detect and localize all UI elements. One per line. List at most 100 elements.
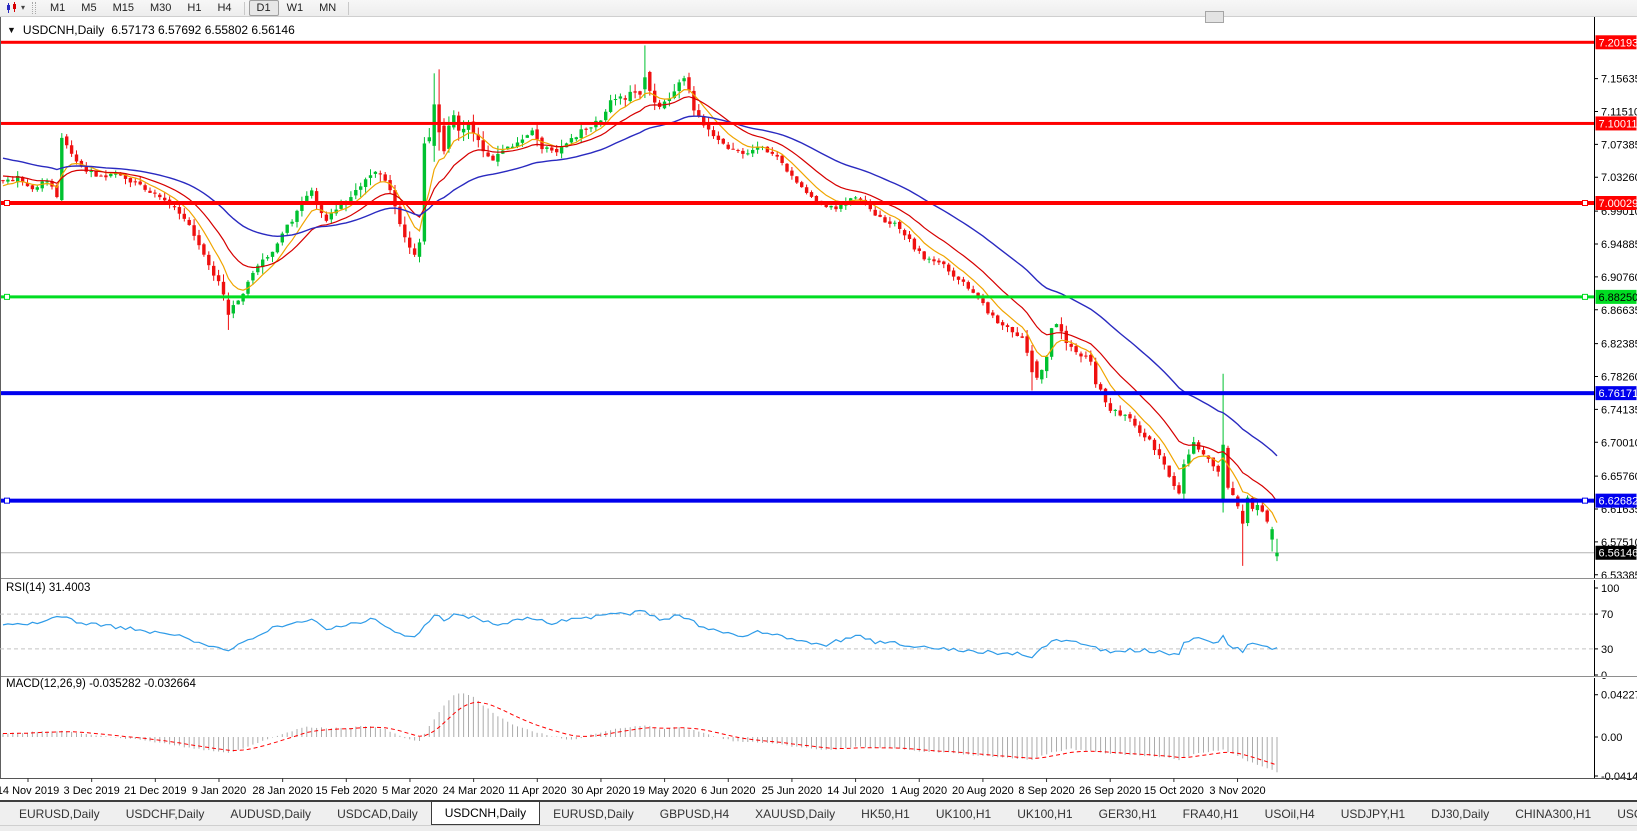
price-tick-label: 6.78260 xyxy=(1601,371,1637,383)
sr-line-handle[interactable] xyxy=(1582,200,1588,206)
date-tick-label: 25 Jun 2020 xyxy=(762,785,823,797)
date-tick-label: 3 Dec 2019 xyxy=(64,785,120,797)
timeframe-button-m1[interactable]: M1 xyxy=(50,2,66,14)
sr-line-6.88250[interactable] xyxy=(0,295,1594,299)
chart-type-button[interactable]: ▾ xyxy=(3,1,28,16)
sr-line-7.10011[interactable] xyxy=(0,121,1594,125)
svg-text:6.62682: 6.62682 xyxy=(1599,496,1637,508)
chart-canvas[interactable]: 7.156357.115107.073857.032606.990106.948… xyxy=(0,17,1637,800)
pane-separator[interactable] xyxy=(0,677,1637,678)
pane-separator[interactable] xyxy=(0,579,1637,580)
sr-line-handle[interactable] xyxy=(4,200,10,206)
window-control-fragment[interactable] xyxy=(1205,11,1224,23)
timeframe-button-h1[interactable]: H1 xyxy=(187,2,202,14)
timeframe-button-mn[interactable]: MN xyxy=(319,2,337,14)
pane-separator xyxy=(0,778,1637,779)
timeframe-button-h4[interactable]: H4 xyxy=(217,2,232,14)
chart-tab-xauusd-daily[interactable]: XAUUSD,Daily xyxy=(755,806,836,821)
sr-line-6.62682[interactable] xyxy=(0,498,1594,503)
timeframe-button-group: M1 M5 M15 M30 H1 H4 D1 W1 MN xyxy=(42,0,353,16)
date-tick-label: 11 Apr 2020 xyxy=(508,785,567,797)
svg-text:7.10011: 7.10011 xyxy=(1599,118,1637,130)
timeframe-button-m5[interactable]: M5 xyxy=(81,2,97,14)
date-tick-label: 19 May 2020 xyxy=(633,785,697,797)
rsi-pane xyxy=(0,609,1594,659)
sr-line-handle[interactable] xyxy=(4,293,10,300)
chart-tab-uk100-h1[interactable]: UK100,H1 xyxy=(1017,806,1073,821)
chart-tab-fra40-h1[interactable]: FRA40,H1 xyxy=(1182,806,1239,821)
chart-tab-audusd-daily[interactable]: AUDUSD,Daily xyxy=(230,806,312,821)
candlestick-chart-icon xyxy=(7,2,16,13)
sr-price-label xyxy=(1595,386,1637,401)
chart-tab-dj30-daily[interactable]: DJ30,Daily xyxy=(1431,806,1490,821)
chart-tab-usdcnh-daily[interactable]: USDCNH,Daily xyxy=(430,800,541,825)
timeframe-button-d1[interactable]: D1 xyxy=(248,0,279,16)
price-axis[interactable]: 7.156357.115107.073857.032606.990106.948… xyxy=(1594,17,1637,783)
date-tick-label: 28 Jan 2020 xyxy=(252,785,313,797)
price-tick-label: 6.74135 xyxy=(1601,404,1637,416)
date-tick-label: 30 Apr 2020 xyxy=(571,785,630,797)
pane-separator[interactable] xyxy=(0,578,1637,579)
price-tick-label: 6.94885 xyxy=(1601,239,1637,251)
rsi-indicator-label: RSI(14) 31.4003 xyxy=(6,582,91,594)
chart-title: ▼ USDCNH,Daily 6.57173 6.57692 6.55802 6… xyxy=(7,23,295,37)
chart-window: 7.15635 7.11510 7.07385 7.03260 6.99010 6.948… xyxy=(0,17,1637,800)
price-tick-label: 7.07385 xyxy=(1601,139,1637,151)
toolbar-grip[interactable] xyxy=(32,2,37,14)
sr-line-handle[interactable] xyxy=(4,497,10,504)
date-axis[interactable]: 14 Nov 2019 3 Dec 2019 21 Dec 2019 9 Jan 20… xyxy=(0,778,1266,797)
chart-tab-eurusd-daily[interactable]: EURUSD,Daily xyxy=(19,806,100,821)
rsi-scale-label: 100 xyxy=(1601,583,1619,595)
macd-scale-label: 0.042275 xyxy=(1601,690,1637,702)
sr-price-label xyxy=(1595,196,1637,210)
pane-separator[interactable] xyxy=(0,676,1637,677)
chart-tab-usdcad-daily[interactable]: USDCAD,Daily xyxy=(337,806,418,821)
collapse-caret-icon[interactable]: ▼ xyxy=(7,25,16,35)
date-tick-label: 6 Jun 2020 xyxy=(701,785,755,797)
price-tick-label: 7.15635 xyxy=(1601,74,1637,86)
chart-tab-hk50-h1[interactable]: HK50,H1 xyxy=(861,806,910,821)
chart-tab-china300-h1[interactable]: CHINA300,H1 xyxy=(1515,806,1592,821)
chart-tab-usoil-h1[interactable]: USOil,H1 xyxy=(1617,806,1637,821)
toolbar-separator xyxy=(243,1,245,15)
date-tick-label: 1 Aug 2020 xyxy=(891,785,947,797)
rsi-line xyxy=(2,609,1278,659)
sr-line-6.76171[interactable] xyxy=(0,391,1594,396)
chart-tab-usdchf-daily[interactable]: USDCHF,Daily xyxy=(125,806,205,821)
sr-price-label xyxy=(1595,493,1637,508)
chart-tab-ger30-h1[interactable]: GER30,H1 xyxy=(1098,806,1157,821)
date-tick-label: 15 Oct 2020 xyxy=(1144,785,1204,797)
chart-tab-usoil-h4[interactable]: USOil,H4 xyxy=(1264,806,1315,821)
dropdown-caret-icon: ▾ xyxy=(21,3,26,12)
date-tick-label: 15 Feb 2020 xyxy=(315,785,377,797)
sr-line-7.00029[interactable] xyxy=(0,201,1594,205)
sr-price-label xyxy=(1595,116,1637,131)
timeframe-button-w1[interactable]: W1 xyxy=(286,2,304,14)
timeframe-button-m30[interactable]: M30 xyxy=(149,2,172,14)
chart-tab-uk100-h1[interactable]: UK100,H1 xyxy=(935,806,992,821)
timeframe-button-m15[interactable]: M15 xyxy=(112,2,134,14)
chart-tab-usdjpy-h1[interactable]: USDJPY,H1 xyxy=(1340,806,1406,821)
date-tick-label: 9 Jan 2020 xyxy=(192,785,246,797)
date-tick-label: 8 Sep 2020 xyxy=(1018,785,1074,797)
date-tick-label: 5 Mar 2020 xyxy=(382,785,438,797)
price-tick-label: 6.65760 xyxy=(1601,471,1637,483)
price-tick-label: 6.82385 xyxy=(1601,339,1637,351)
sr-line-handle[interactable] xyxy=(1582,293,1588,300)
price-tick-label: 6.70010 xyxy=(1601,437,1637,449)
chart-tab-gbpusd-h4[interactable]: GBPUSD,H4 xyxy=(659,806,730,821)
svg-text:6.76171: 6.76171 xyxy=(1599,388,1637,400)
sr-line-handle[interactable] xyxy=(1582,497,1588,504)
price-tick-label: 7.11510 xyxy=(1601,106,1637,118)
ma-line-period-7 xyxy=(2,88,1278,523)
sr-line-7.20193[interactable] xyxy=(0,40,1594,44)
date-tick-label: 3 Nov 2020 xyxy=(1209,785,1265,797)
svg-text:7.00029: 7.00029 xyxy=(1599,198,1637,210)
chart-symbol-label: USDCNH,Daily xyxy=(22,23,105,37)
price-tick-label: 6.90760 xyxy=(1601,272,1637,284)
date-tick-label: 26 Sep 2020 xyxy=(1079,785,1141,797)
chart-tab-eurusd-daily[interactable]: EURUSD,Daily xyxy=(553,806,634,821)
price-tick-label: 6.86635 xyxy=(1601,305,1637,317)
sr-price-label xyxy=(1595,35,1637,50)
